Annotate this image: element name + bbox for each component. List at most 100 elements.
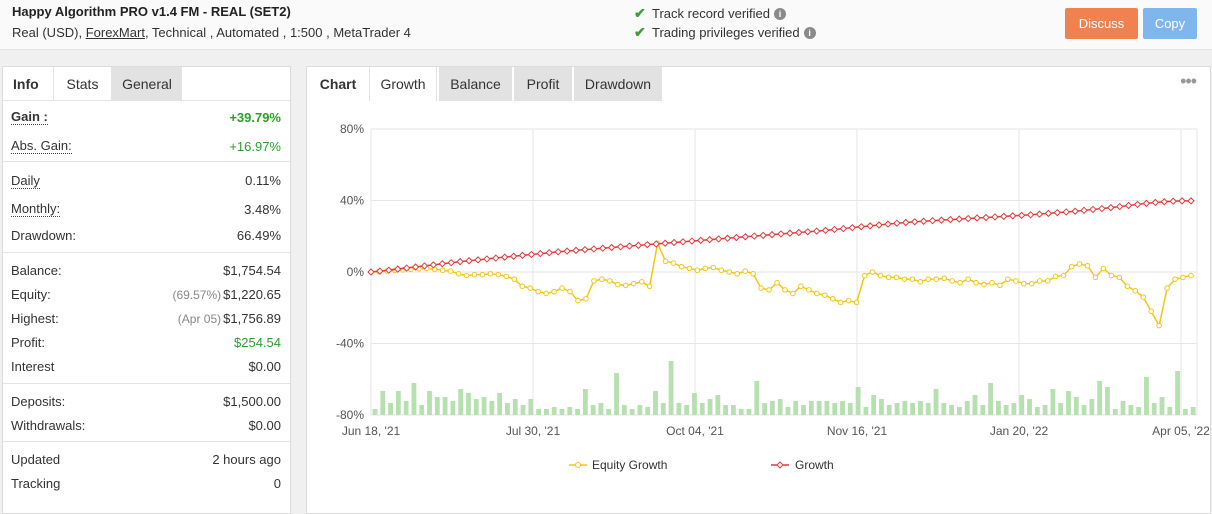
monthly-label[interactable]: Monthly: [11,201,61,217]
legend-marker [776,461,784,469]
equity-growth-point [925,276,932,282]
drawdown-label: Drawdown: [11,228,77,243]
volume-bar [894,403,900,415]
equity-growth-point [869,269,876,275]
growth-point [1089,205,1097,214]
volume-bar [590,405,596,415]
equity-growth-point [798,283,804,290]
equity-growth-point [821,292,828,299]
volume-bar [1105,387,1110,415]
equity-growth-point [1036,278,1043,284]
growth-point [714,235,723,243]
track-record-label: Track record verified [652,6,770,21]
volume-bar [1097,381,1103,415]
equity-growth-point [463,272,470,279]
equity-growth-point [1188,272,1194,279]
equity-growth-point [1044,278,1051,284]
volume-bar [388,403,393,415]
growth-point [1017,211,1026,220]
volume-bar [980,405,986,415]
growth-point [786,229,794,237]
growth-point [474,256,482,264]
equity-growth-point [1148,308,1154,315]
equity-growth-point [989,279,995,286]
gain-label[interactable]: Gain : [11,109,48,125]
volume-bar [466,393,471,415]
volume-bar [1003,405,1009,415]
equity-growth-point [1100,265,1107,272]
equity-growth-point [1092,274,1099,281]
abs-gain-label[interactable]: Abs. Gain: [11,138,72,154]
tab-bar-fill [182,67,290,100]
broker-link[interactable]: ForexMart [85,25,145,40]
stat-equity: Equity: (69.57%) $1,220.65 [3,282,290,306]
growth-point [982,213,990,222]
growth-point [429,261,438,269]
equity-growth-point [1180,274,1186,281]
equity-growth-point [1084,262,1091,269]
equity-growth-point [877,272,884,279]
growth-point [964,214,972,223]
volume-bar [668,361,674,415]
growth-point [394,265,402,273]
equity-growth-point [1164,285,1170,291]
withdrawals-value: $0.00 [248,417,281,433]
equity-growth-point [511,276,518,282]
volume-bar [676,403,682,415]
growth-point [500,253,509,261]
stat-deposits: Deposits: $1,500.00 [3,389,290,413]
volume-bar [808,401,814,415]
volume-bar [582,389,588,415]
tab-profit[interactable]: Profit [514,67,572,101]
gain-value: +39.79% [229,109,281,125]
daily-label[interactable]: Daily [11,172,40,189]
equity-growth-point [885,274,892,281]
growth-chart: 80% 40% 0% -40% -80% Jun 18, '21 Jul 30, '21 Oc… [336,122,1210,472]
profit-label: Profit: [11,334,45,350]
account-subtitle: Real (USD), ForexMart, Technical , Autom… [12,25,411,40]
equity-growth-point [845,297,852,304]
growth-point [893,219,901,227]
volume-bar [1120,401,1126,415]
tab-stats[interactable]: Stats [53,67,112,100]
equity-value-group: (69.57%) $1,220.65 [172,287,281,302]
info-icon[interactable]: i [774,7,786,20]
volume-bar [1073,397,1079,415]
growth-point [1026,211,1035,219]
equity-growth-point [583,296,589,302]
equity-growth-point [591,278,597,284]
growth-point [1178,197,1186,205]
tracking-value: 0 [273,475,281,491]
equity-growth-point [694,267,701,274]
discuss-button[interactable]: Discuss [1065,8,1138,39]
equity-growth-point [527,285,534,291]
tab-growth[interactable]: Growth [369,67,437,101]
copy-button[interactable]: Copy [1143,8,1197,39]
tab-drawdown[interactable]: Drawdown [574,67,662,101]
info-icon[interactable]: i [803,26,816,39]
tab-chart[interactable]: Chart [319,76,357,92]
growth-point [554,248,562,256]
more-options-icon[interactable]: ••• [1180,71,1197,91]
track-record-verified: ✔ Track record verified i [634,5,786,22]
equity-growth-point [933,276,940,282]
volume-bar [723,405,729,415]
equity-growth-point [638,279,645,285]
equity-growth-point [551,288,557,295]
rates-group: Daily 0.11% Monthly: 3.48% Drawdown: 66.… [3,161,290,252]
tab-general[interactable]: General [112,67,182,100]
growth-point [875,221,883,229]
tab-info[interactable]: Info [13,75,39,92]
volume-bar [816,401,822,415]
growth-point [616,243,625,251]
volume-bar [512,399,518,415]
volume-bar [738,409,744,415]
x-tick-label: Jul 30, '21 [506,424,561,438]
volume-bar [715,395,721,415]
equity-growth-point [949,278,955,284]
growth-point [590,245,598,253]
equity-growth-point [559,285,565,291]
tab-balance[interactable]: Balance [439,67,512,101]
volume-bar [840,401,845,415]
volume-bar [660,403,666,415]
